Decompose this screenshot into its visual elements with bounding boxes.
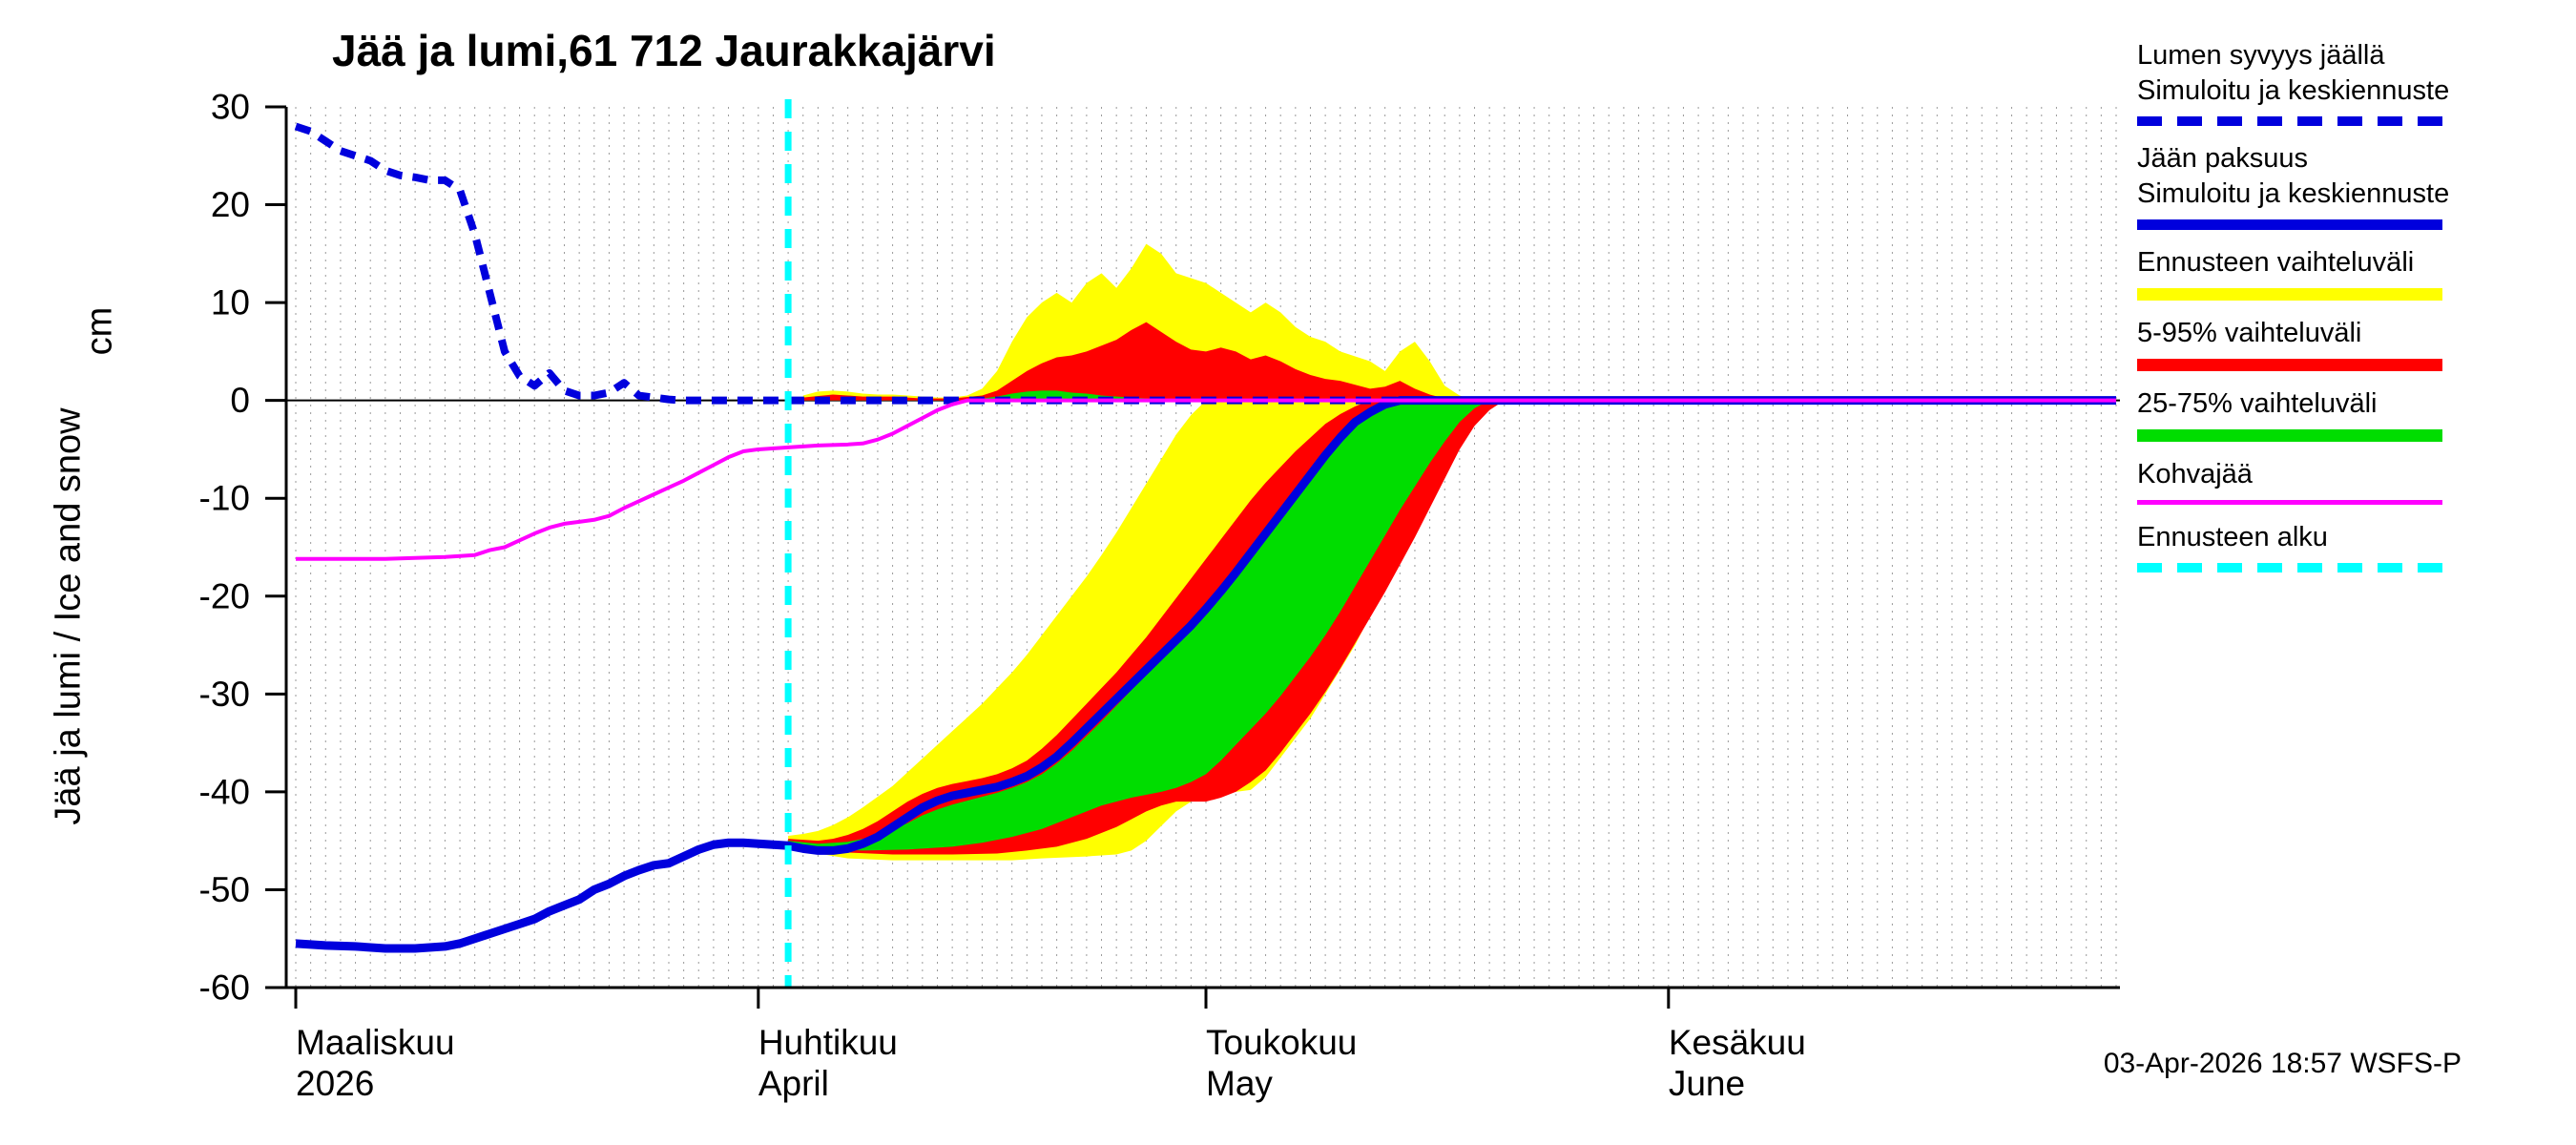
legend-item: 25-75% vaihteluväli [2137, 386, 2519, 442]
legend-line-red [2137, 359, 2442, 371]
legend-line-yellow [2137, 288, 2442, 301]
legend-label: Ennusteen alku [2137, 522, 2328, 552]
timestamp: 03-Apr-2026 18:57 WSFS-P [2103, 1048, 2462, 1079]
legend-item: Kohvajää [2137, 457, 2519, 505]
legend-label: Jään paksuus [2137, 143, 2308, 174]
y-tick-label: 10 [211, 283, 250, 323]
y-axis-unit-label: cm [79, 306, 120, 356]
legend-item: 5-95% vaihteluväli [2137, 316, 2519, 371]
bands [788, 243, 1505, 861]
legend-line-magenta [2137, 500, 2442, 505]
month-label-en: April [758, 1064, 829, 1103]
legend-item: Lumen syvyys jäällä Simuloitu ja keskienn… [2137, 38, 2519, 126]
y-tick-label: -20 [199, 576, 250, 615]
kohvajaa-line [296, 398, 2116, 561]
legend-label: Kohvajää [2137, 459, 2253, 489]
y-tick-label: -50 [199, 870, 250, 909]
month-label-fi: Maaliskuu [296, 1023, 455, 1062]
y-tick-label: -60 [199, 968, 250, 1008]
month-label-fi: Kesäkuu [1669, 1023, 1806, 1062]
band-range-5-95-snow [802, 322, 1460, 401]
band-range-25-75-ice [788, 400, 1490, 851]
legend-item: Jään paksuus Simuloitu ja keskiennuste [2137, 141, 2519, 230]
legend: Lumen syvyys jäällä Simuloitu ja keskienn… [2137, 38, 2519, 588]
month-label-en: May [1206, 1064, 1273, 1103]
legend-label: Simuloitu ja keskiennuste [2137, 178, 2450, 209]
y-axis-label: Jää ja lumi / Ice and snow [48, 407, 89, 825]
month-label-en: 2026 [296, 1064, 374, 1103]
legend-line-blue-dashed [2137, 116, 2442, 126]
y-tick-label: -30 [199, 675, 250, 714]
legend-label: Simuloitu ja keskiennuste [2137, 75, 2450, 106]
y-tick-label: 30 [211, 88, 250, 127]
legend-label: 5-95% vaihteluväli [2137, 318, 2362, 348]
legend-label: 25-75% vaihteluväli [2137, 388, 2378, 419]
legend-label: Lumen syvyys jäällä [2137, 40, 2385, 71]
legend-line-blue-solid [2137, 219, 2442, 230]
legend-line-green [2137, 429, 2442, 442]
month-label-fi: Huhtikuu [758, 1023, 898, 1062]
snow-depth-line [294, 122, 2116, 405]
month-label-fi: Toukokuu [1206, 1023, 1357, 1062]
legend-label: Ennusteen vaihteluväli [2137, 247, 2415, 278]
legend-line-cyan-dashed [2137, 563, 2442, 572]
month-label-en: June [1669, 1064, 1745, 1103]
band-forecast-range-snow [802, 243, 1475, 401]
y-tick-label: -40 [199, 772, 250, 811]
legend-item: Ennusteen vaihteluväli [2137, 245, 2519, 301]
y-tick-label: -10 [199, 479, 250, 518]
y-tick-label: 20 [211, 185, 250, 224]
y-tick-label: 0 [230, 381, 250, 420]
ice-thickness-line [295, 396, 2116, 953]
chart-title: Jää ja lumi,61 712 Jaurakkajärvi [332, 26, 996, 75]
legend-item: Ennusteen alku [2137, 520, 2519, 572]
